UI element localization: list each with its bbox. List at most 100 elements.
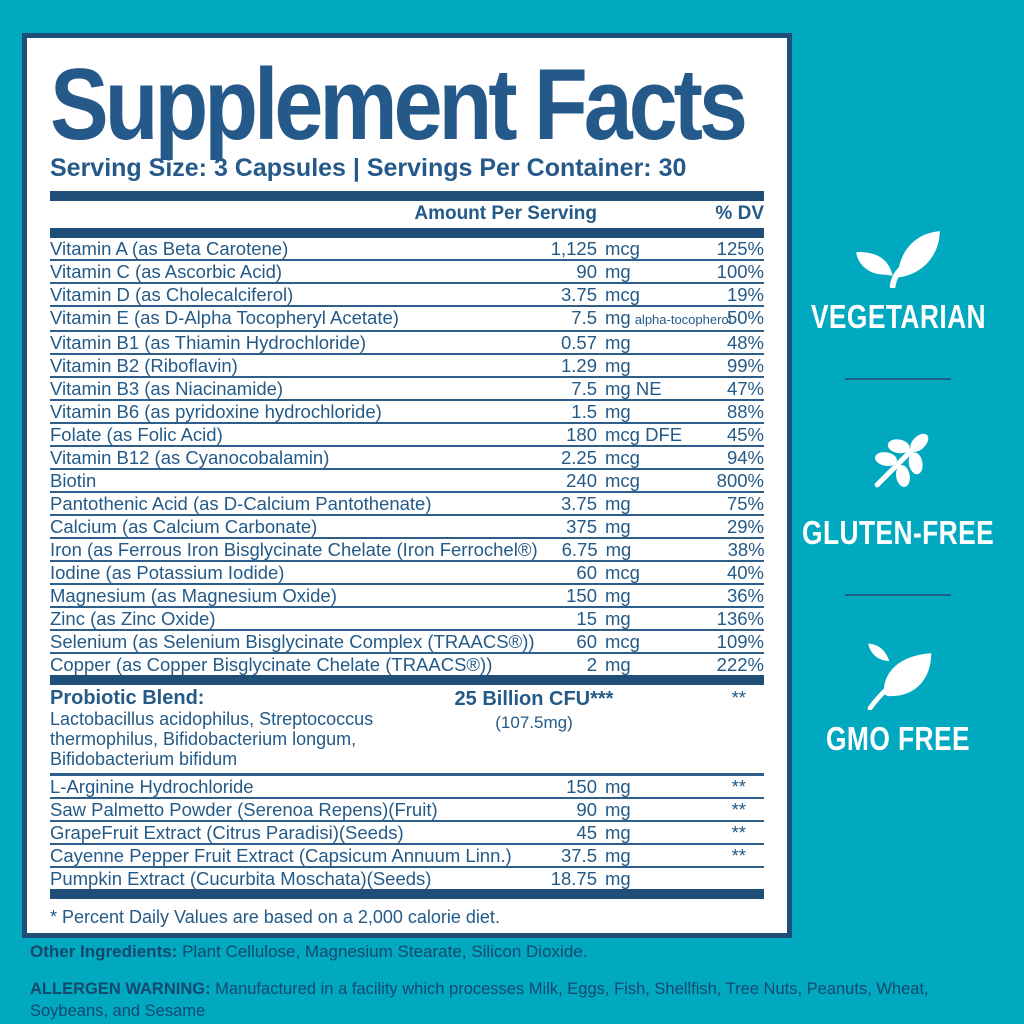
ingredient-name: Folate (as Folic Acid) — [50, 423, 223, 445]
daily-value: 36% — [726, 584, 764, 606]
daily-value: 19% — [726, 283, 764, 305]
allergen-warning: ALLERGEN WARNING: Manufactured in a faci… — [30, 978, 960, 1023]
table-row: Saw Palmetto Powder (Serenoa Repens)(Fru… — [50, 799, 764, 822]
table-row: Vitamin E (as D-Alpha Tocopheryl Acetate… — [50, 307, 764, 332]
ingredient-name: Vitamin B12 (as Cyanocobalamin) — [50, 446, 330, 468]
table-row: Calcium (as Calcium Carbonate) 375 mg 29… — [50, 516, 764, 539]
probiotic-blend-row: Probiotic Blend: Lactobacillus acidophil… — [50, 685, 764, 776]
amount-unit: mg — [605, 354, 631, 376]
daily-value: 125% — [716, 237, 764, 259]
amount-unit: mg — [605, 653, 631, 675]
badge-divider — [845, 594, 951, 596]
daily-value: 48% — [726, 331, 764, 353]
table-row: Biotin 240 mcg 800% — [50, 470, 764, 493]
table-row: L-Arginine Hydrochloride 150 mg ** — [50, 776, 764, 799]
amount-unit: mg — [605, 798, 631, 820]
probiotic-amount-mg: (107.5mg) — [495, 712, 573, 732]
footnote-percent-dv: * Percent Daily Values are based on a 2,… — [50, 906, 500, 927]
daily-value: 94% — [726, 446, 764, 468]
table-row: Folate (as Folic Acid) 180 mcg DFE 45% — [50, 424, 764, 447]
daily-value: 99% — [726, 354, 764, 376]
daily-value: 29% — [726, 515, 764, 537]
ingredient-name: Copper (as Copper Bisglycinate Chelate (… — [50, 653, 493, 675]
amount-value: 15 — [576, 607, 597, 629]
daily-value: 47% — [726, 377, 764, 399]
amount-unit: mg — [605, 331, 631, 353]
table-row: Iron (as Ferrous Iron Bisglycinate Chela… — [50, 538, 765, 562]
badge-gluten-free: GLUTEN-FREE — [778, 424, 1018, 552]
divider-bar — [50, 888, 764, 899]
amount-unit: mcg — [605, 237, 640, 259]
ingredient-name: Selenium (as Selenium Bisglycinate Compl… — [50, 630, 535, 652]
botanical-table: L-Arginine Hydrochloride 150 mg ** Saw P… — [50, 776, 764, 889]
daily-value: 88% — [726, 400, 764, 422]
table-row: Magnesium (as Magnesium Oxide) 150 mg 36… — [50, 585, 764, 608]
amount-value: 90 — [576, 798, 597, 820]
table-row: Zinc (as Zinc Oxide) 15 mg 136% — [50, 608, 764, 631]
amount-unit: mcg — [605, 283, 640, 305]
ingredient-name: Cayenne Pepper Fruit Extract (Capsicum A… — [50, 844, 512, 866]
amount-unit: mcg — [605, 561, 640, 583]
ingredient-name: Saw Palmetto Powder (Serenoa Repens)(Fru… — [50, 798, 438, 820]
amount-unit: mcg — [605, 630, 640, 652]
amount-unit: mg — [605, 260, 631, 282]
ingredient-name: Pantothenic Acid (as D-Calcium Pantothen… — [50, 492, 432, 514]
amount-value: 150 — [566, 584, 597, 606]
amount-value: 180 — [566, 423, 597, 445]
ingredient-name: L-Arginine Hydrochloride — [50, 775, 254, 797]
amount-value: 240 — [566, 469, 597, 491]
table-row: Vitamin B6 (as pyridoxine hydrochloride)… — [50, 401, 764, 424]
amount-value: 60 — [576, 561, 597, 583]
daily-value: 136% — [716, 607, 764, 629]
amount-unit: mg — [605, 844, 631, 866]
probiotic-daily-value: ** — [731, 686, 746, 708]
amount-unit: mg — [605, 607, 631, 629]
table-header: Amount Per Serving % DV — [50, 201, 764, 228]
table-row: Iodine (as Potassium Iodide) 60 mcg 40% — [50, 562, 764, 585]
daily-value: ** — [731, 775, 746, 797]
table-row: Pumpkin Extract (Cucurbita Moschata)(See… — [50, 868, 764, 889]
table-row: Copper (as Copper Bisglycinate Chelate (… — [50, 654, 764, 675]
amount-value: 90 — [576, 260, 597, 282]
daily-value: 38% — [727, 538, 765, 560]
amount-value: 2.25 — [560, 446, 597, 468]
ingredient-name: Vitamin C (as Ascorbic Acid) — [50, 260, 283, 282]
ingredient-name: Vitamin D (as Cholecalciferol) — [50, 283, 294, 305]
amount-value: 7.5 — [571, 306, 597, 328]
footnote-dv-not-established: ** Daily Value not established — [50, 932, 764, 933]
amount-unit: mg — [605, 584, 631, 606]
table-row: Vitamin B2 (Riboflavin) 1.29 mg 99% — [50, 355, 764, 378]
amount-unit: mg — [605, 775, 631, 797]
allergen-warning-label: ALLERGEN WARNING: — [30, 980, 211, 999]
footer-text: Other Ingredients: Plant Cellulose, Magn… — [30, 941, 960, 1023]
amount-unit: mg — [605, 821, 631, 843]
badge-label: VEGETARIAN — [810, 298, 986, 335]
ingredient-name: Calcium (as Calcium Carbonate) — [50, 515, 318, 537]
ingredient-name: Iron (as Ferrous Iron Bisglycinate Chela… — [50, 538, 538, 560]
amount-value: 150 — [566, 775, 597, 797]
amount-unit: mg — [605, 867, 631, 889]
leaf-icon — [856, 640, 940, 710]
column-header-dv: % DV — [715, 202, 764, 224]
amount-unit: mg — [605, 538, 632, 560]
badge-column: VEGETARIAN GLUTEN-FREE — [798, 224, 998, 758]
badge-vegetarian: VEGETARIAN — [789, 224, 1008, 336]
supplement-facts-panel: Supplement Facts Serving Size: 3 Capsule… — [22, 33, 792, 938]
daily-value: 45% — [726, 423, 764, 445]
probiotic-blend-title: Probiotic Blend: — [50, 686, 205, 709]
ingredient-name: Vitamin B1 (as Thiamin Hydrochloride) — [50, 331, 366, 353]
ingredient-name: Magnesium (as Magnesium Oxide) — [50, 584, 337, 606]
badge-divider — [845, 378, 951, 380]
ingredient-name: GrapeFruit Extract (Citrus Paradisi)(See… — [50, 821, 404, 843]
table-row: Pantothenic Acid (as D-Calcium Pantothen… — [50, 493, 764, 516]
amount-value: 6.75 — [561, 538, 598, 560]
daily-value: ** — [731, 844, 746, 866]
ingredient-name: Vitamin A (as Beta Carotene) — [50, 237, 289, 259]
allergen-warning-value: Manufactured in a facility which process… — [30, 980, 929, 1021]
amount-unit: mcg — [605, 446, 640, 468]
wheat-icon — [858, 424, 938, 504]
ingredient-name: Vitamin B6 (as pyridoxine hydrochloride) — [50, 400, 382, 422]
amount-value: 7.5 — [571, 377, 597, 399]
amount-value: 1.5 — [571, 400, 597, 422]
daily-value: 109% — [716, 630, 764, 652]
